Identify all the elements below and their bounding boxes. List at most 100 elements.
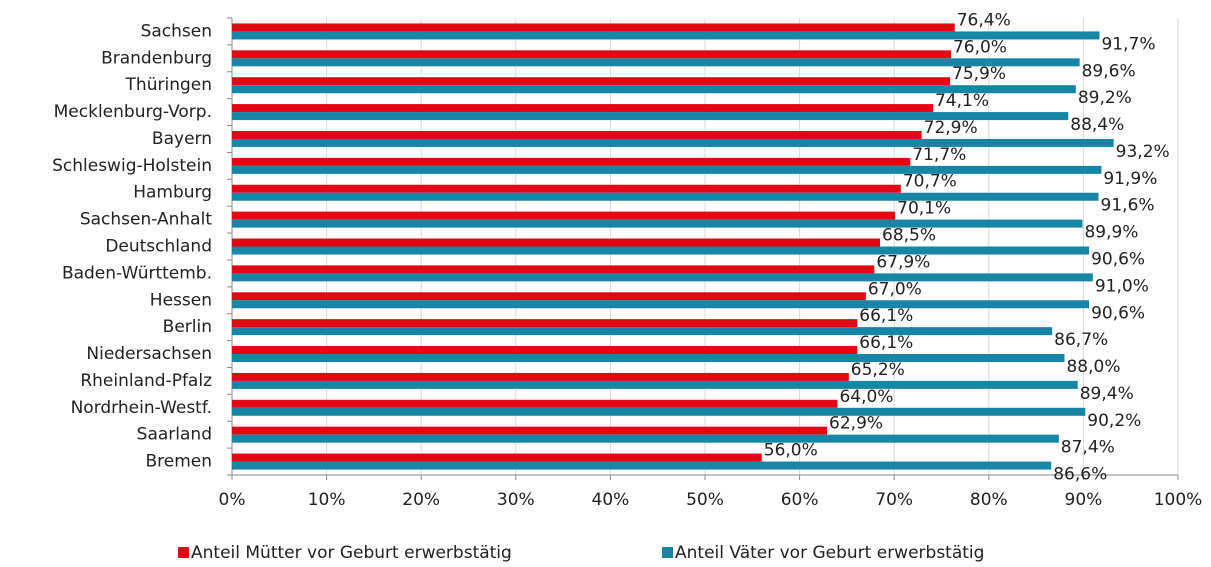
bar [232, 23, 955, 32]
value-label: 91,0% [1095, 276, 1149, 296]
bar [232, 58, 1080, 67]
y-tick-label: Baden-Württemb. [62, 263, 212, 283]
y-tick-label: Thüringen [125, 75, 212, 95]
value-label: 88,4% [1070, 115, 1124, 135]
bar [232, 372, 849, 381]
bar [232, 138, 1114, 147]
x-tick-label: 20% [402, 490, 440, 510]
y-tick-label: Bayern [152, 129, 212, 149]
value-label: 72,9% [924, 118, 978, 138]
value-label: 68,5% [882, 226, 936, 246]
value-label: 93,2% [1116, 142, 1170, 162]
bar [232, 184, 901, 193]
bar [232, 354, 1065, 363]
value-label: 86,6% [1053, 465, 1107, 485]
value-label: 90,6% [1091, 250, 1145, 270]
value-label: 86,7% [1054, 330, 1108, 350]
x-tick-label: 30% [497, 490, 535, 510]
x-tick-label: 50% [686, 490, 724, 510]
value-label: 90,2% [1087, 411, 1141, 431]
bar [232, 273, 1093, 282]
value-label: 89,9% [1084, 223, 1138, 243]
bar [232, 219, 1083, 228]
bar [232, 327, 1053, 336]
bar [232, 50, 951, 59]
y-tick-label: Hamburg [133, 183, 212, 203]
legend-swatch [178, 547, 189, 558]
x-tick-label: 60% [781, 490, 819, 510]
value-label: 65,2% [851, 360, 905, 380]
value-label: 74,1% [935, 91, 989, 111]
value-label: 62,9% [829, 414, 883, 434]
value-label: 67,9% [876, 252, 930, 272]
y-tick-label: Mecklenburg-Vorp. [54, 102, 212, 122]
legend-label: Anteil Mütter vor Geburt erwerbstätig [191, 543, 512, 563]
bar [232, 319, 858, 328]
value-label: 76,4% [957, 10, 1011, 30]
bar [232, 380, 1078, 389]
bar [232, 31, 1100, 40]
value-label: 91,6% [1101, 196, 1155, 216]
value-label: 89,4% [1080, 384, 1134, 404]
bar [232, 346, 858, 355]
bar [232, 292, 866, 301]
bar [232, 461, 1052, 470]
value-label: 89,6% [1082, 61, 1136, 81]
bar [232, 238, 881, 247]
bar [232, 112, 1069, 121]
bar [232, 246, 1090, 255]
bar [232, 399, 838, 408]
y-tick-label: Nordrhein-Westf. [71, 398, 212, 418]
value-label: 90,6% [1091, 303, 1145, 323]
bar [232, 453, 762, 462]
value-label: 71,7% [912, 145, 966, 165]
bar [232, 85, 1076, 94]
y-tick-label: Rheinland-Pfalz [80, 371, 212, 391]
bar [232, 77, 951, 86]
value-label: 66,1% [859, 333, 913, 353]
bar [232, 130, 922, 139]
value-label: 70,7% [903, 172, 957, 192]
bar [232, 407, 1086, 416]
bar [232, 434, 1059, 443]
y-tick-label: Niedersachsen [86, 344, 212, 364]
bar [232, 265, 875, 274]
value-label: 66,1% [859, 306, 913, 326]
bar [232, 426, 828, 435]
y-tick-label: Sachsen [141, 21, 212, 41]
bar [232, 104, 933, 113]
x-tick-label: 70% [875, 490, 913, 510]
x-tick-label: 0% [219, 490, 246, 510]
y-tick-label: Sachsen-Anhalt [80, 210, 212, 230]
bar [232, 300, 1090, 309]
x-tick-label: 40% [592, 490, 630, 510]
value-label: 87,4% [1061, 438, 1115, 458]
value-label: 56,0% [764, 441, 818, 461]
y-tick-label: Saarland [137, 425, 212, 445]
x-tick-label: 90% [1065, 490, 1103, 510]
value-label: 75,9% [952, 64, 1006, 84]
value-label: 70,1% [897, 199, 951, 219]
value-label: 76,0% [953, 37, 1007, 57]
value-label: 64,0% [839, 387, 893, 407]
x-tick-label: 80% [970, 490, 1008, 510]
value-label: 89,2% [1078, 88, 1132, 108]
value-label: 91,7% [1101, 34, 1155, 54]
y-tick-label: Deutschland [105, 237, 212, 257]
value-label: 91,9% [1103, 169, 1157, 189]
bar [232, 211, 896, 220]
y-tick-label: Bremen [145, 452, 212, 472]
y-tick-label: Brandenburg [101, 48, 212, 68]
bar [232, 192, 1099, 201]
legend-label: Anteil Väter vor Geburt erwerbstätig [675, 543, 984, 563]
x-tick-label: 10% [308, 490, 346, 510]
y-tick-label: Berlin [163, 317, 212, 337]
legend-swatch [662, 547, 673, 558]
bar [232, 165, 1102, 174]
y-tick-label: Hessen [150, 290, 212, 310]
value-label: 88,0% [1066, 357, 1120, 377]
value-label: 67,0% [868, 279, 922, 299]
y-tick-label: Schleswig-Holstein [52, 156, 212, 176]
x-tick-label: 100% [1154, 490, 1203, 510]
